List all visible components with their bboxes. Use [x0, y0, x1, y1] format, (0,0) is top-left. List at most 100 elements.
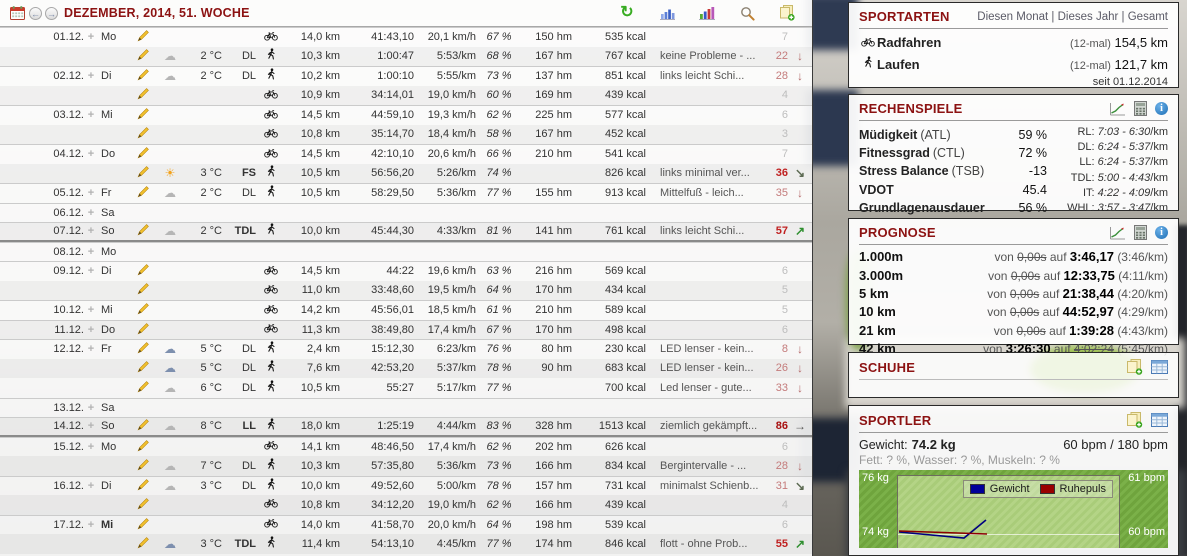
- refresh-icon[interactable]: ↻: [620, 4, 634, 21]
- table-row[interactable]: 12.12. + Fr ☁ 5 °C DL 2,4 km 15:12,30 6:…: [0, 339, 812, 359]
- edit-pencil-icon[interactable]: [128, 185, 158, 201]
- table-row[interactable]: 16.12. + Di ☁ 3 °C DL 10,0 km 49:52,60 5…: [0, 475, 812, 496]
- edit-pencil-icon[interactable]: [128, 536, 158, 552]
- add-entry-button[interactable]: +: [87, 343, 95, 356]
- table-row[interactable]: 10,9 km 34:14,01 19,0 km/h 60 % 169 hm 4…: [0, 85, 812, 105]
- table-row[interactable]: 03.12. + Mi 14,5 km 44:59,10 19,3 km/h 6…: [0, 105, 812, 125]
- table-row[interactable]: ☁ 6 °C DL 10,5 km 55:27 5:17/km 77 % 700…: [0, 378, 812, 398]
- edit-pencil-icon[interactable]: [128, 418, 158, 434]
- edit-pencil-icon[interactable]: [128, 478, 158, 494]
- add-entry-button[interactable]: +: [87, 31, 95, 44]
- edit-pencil-icon[interactable]: [128, 497, 158, 513]
- table-row[interactable]: 02.12. + Di ☁ 2 °C DL 10,2 km 1:00:10 5:…: [0, 66, 812, 86]
- edit-pencil-icon[interactable]: [128, 322, 158, 338]
- add-entry-button[interactable]: +: [87, 265, 95, 278]
- period-link[interactable]: Gesamt: [1127, 10, 1168, 23]
- edit-pencil-icon[interactable]: [128, 48, 158, 64]
- edit-pencil-icon[interactable]: [128, 223, 158, 239]
- add-entry-button[interactable]: +: [87, 323, 95, 336]
- table-row[interactable]: 07.12. + So ☁ 2 °C TDL 10,0 km 45:44,30 …: [0, 222, 812, 242]
- add-entry-button[interactable]: +: [87, 109, 95, 122]
- period-link[interactable]: Dieses Jahr: [1057, 10, 1119, 23]
- prognose-distance: 10 km: [859, 304, 896, 320]
- add-page-icon[interactable]: [1126, 359, 1143, 375]
- info-icon[interactable]: i: [1155, 102, 1168, 115]
- add-entry-button[interactable]: +: [87, 206, 95, 219]
- chart-blue-icon[interactable]: [658, 4, 676, 22]
- edit-pencil-icon[interactable]: [128, 517, 158, 533]
- table-row[interactable]: ☁ 2 °C DL 10,3 km 1:00:47 5:53/km 68 % 1…: [0, 46, 812, 66]
- calculator-icon[interactable]: [1134, 225, 1147, 240]
- table-row[interactable]: 11.12. + Do 11,3 km 38:49,80 17,4 km/h 6…: [0, 319, 812, 339]
- add-entry-button[interactable]: +: [87, 148, 95, 161]
- edit-pencil-icon[interactable]: [128, 458, 158, 474]
- table-row[interactable]: ☁ 3 °C TDL 11,4 km 54:13,10 4:45/km 77 %…: [0, 534, 812, 554]
- table-icon[interactable]: [1151, 413, 1168, 427]
- chart-color-icon[interactable]: [698, 4, 716, 22]
- sport-summary-row[interactable]: Radfahren (12-mal) 154,5 km: [859, 33, 1168, 51]
- table-row[interactable]: 14.12. + So ☁ 8 °C LL 18,0 km 1:25:19 4:…: [0, 417, 812, 437]
- calendar-icon[interactable]: [8, 4, 26, 22]
- graph-icon[interactable]: [1109, 226, 1126, 240]
- table-row[interactable]: 06.12. + Sa: [0, 202, 812, 223]
- sport-name: Radfahren: [877, 34, 942, 50]
- table-icon[interactable]: [1151, 360, 1168, 374]
- table-row[interactable]: 10.12. + Mi 14,2 km 45:56,01 18,5 km/h 6…: [0, 300, 812, 320]
- calories-cell: 577 kcal: [605, 109, 646, 122]
- graph-icon[interactable]: [1109, 102, 1126, 116]
- add-entry-button[interactable]: +: [87, 420, 95, 433]
- add-page-icon[interactable]: [1126, 412, 1143, 428]
- copy-add-icon[interactable]: [778, 4, 796, 22]
- calculator-icon[interactable]: [1134, 101, 1147, 116]
- edit-pencil-icon[interactable]: [128, 439, 158, 455]
- add-entry-button[interactable]: +: [87, 70, 95, 83]
- day-cell: Sa: [101, 206, 115, 219]
- table-row[interactable]: 11,0 km 33:48,60 19,5 km/h 64 % 170 hm 4…: [0, 280, 812, 300]
- table-row[interactable]: 10,8 km 34:12,20 19,0 km/h 62 % 166 hm 4…: [0, 495, 812, 515]
- edit-pencil-icon[interactable]: [128, 107, 158, 123]
- table-row[interactable]: 17.12. + Mi 14,0 km 41:58,70 20,0 km/h 6…: [0, 514, 812, 535]
- edit-pencil-icon[interactable]: [128, 146, 158, 162]
- add-entry-button[interactable]: +: [87, 225, 95, 238]
- table-row[interactable]: ☁ 7 °C DL 10,3 km 57:35,80 5:36/km 73 % …: [0, 456, 812, 476]
- sport-count: (12-mal): [1069, 59, 1111, 72]
- edit-pencil-icon[interactable]: [128, 282, 158, 298]
- vdot-value: 6: [781, 440, 788, 453]
- table-row[interactable]: 01.12. + Mo 14,0 km 41:43,10 20,1 km/h 6…: [0, 27, 812, 47]
- table-row[interactable]: 08.12. + Mo: [0, 241, 812, 262]
- edit-pencil-icon[interactable]: [128, 380, 158, 396]
- add-entry-button[interactable]: +: [87, 304, 95, 317]
- search-icon[interactable]: [738, 4, 756, 22]
- add-entry-button[interactable]: +: [87, 479, 95, 492]
- edit-pencil-icon[interactable]: [128, 68, 158, 84]
- add-entry-button[interactable]: +: [87, 245, 95, 258]
- sport-summary-row[interactable]: Laufen (12-mal) 121,7 km: [859, 55, 1168, 73]
- table-row[interactable]: ☁ 5 °C DL 7,6 km 42:53,20 5:37/km 78 % 9…: [0, 358, 812, 378]
- table-row[interactable]: 15.12. + Mo 14,1 km 48:46,50 17,4 km/h 6…: [0, 436, 812, 457]
- edit-pencil-icon[interactable]: [128, 165, 158, 181]
- edit-pencil-icon[interactable]: [128, 341, 158, 357]
- add-entry-button[interactable]: +: [87, 187, 95, 200]
- edit-pencil-icon[interactable]: [128, 126, 158, 142]
- add-entry-button[interactable]: +: [87, 401, 95, 414]
- table-row[interactable]: 09.12. + Di 14,5 km 44:22 19,6 km/h 63 %…: [0, 261, 812, 281]
- info-icon[interactable]: i: [1155, 226, 1168, 239]
- panel-prognose: PROGNOSE i 1.000m von 0,00s auf 3:46,17 (…: [848, 218, 1179, 356]
- table-row[interactable]: 05.12. + Fr ☁ 2 °C DL 10,5 km 58:29,50 5…: [0, 183, 812, 203]
- table-row[interactable]: 04.12. + Do 14,5 km 42:10,10 20,6 km/h 6…: [0, 144, 812, 164]
- day-cell: Mi: [101, 304, 113, 317]
- add-entry-button[interactable]: +: [87, 518, 95, 531]
- edit-pencil-icon[interactable]: [128, 263, 158, 279]
- period-link[interactable]: Diesen Monat: [977, 10, 1049, 23]
- edit-pencil-icon[interactable]: [128, 87, 158, 103]
- edit-pencil-icon[interactable]: [128, 29, 158, 45]
- prognose-rows: 1.000m von 0,00s auf 3:46,17 (3:46/km) 3.0…: [859, 248, 1168, 357]
- table-row[interactable]: ☀ 3 °C FS 10,5 km 56:56,20 5:26/km 74 % …: [0, 163, 812, 183]
- edit-pencil-icon[interactable]: [128, 302, 158, 318]
- edit-pencil-icon[interactable]: [128, 360, 158, 376]
- next-week-button[interactable]: →: [45, 6, 58, 20]
- table-row[interactable]: 10,8 km 35:14,70 18,4 km/h 58 % 167 hm 4…: [0, 124, 812, 144]
- table-row[interactable]: 13.12. + Sa: [0, 397, 812, 418]
- prev-week-button[interactable]: ←: [29, 6, 42, 20]
- add-entry-button[interactable]: +: [87, 440, 95, 453]
